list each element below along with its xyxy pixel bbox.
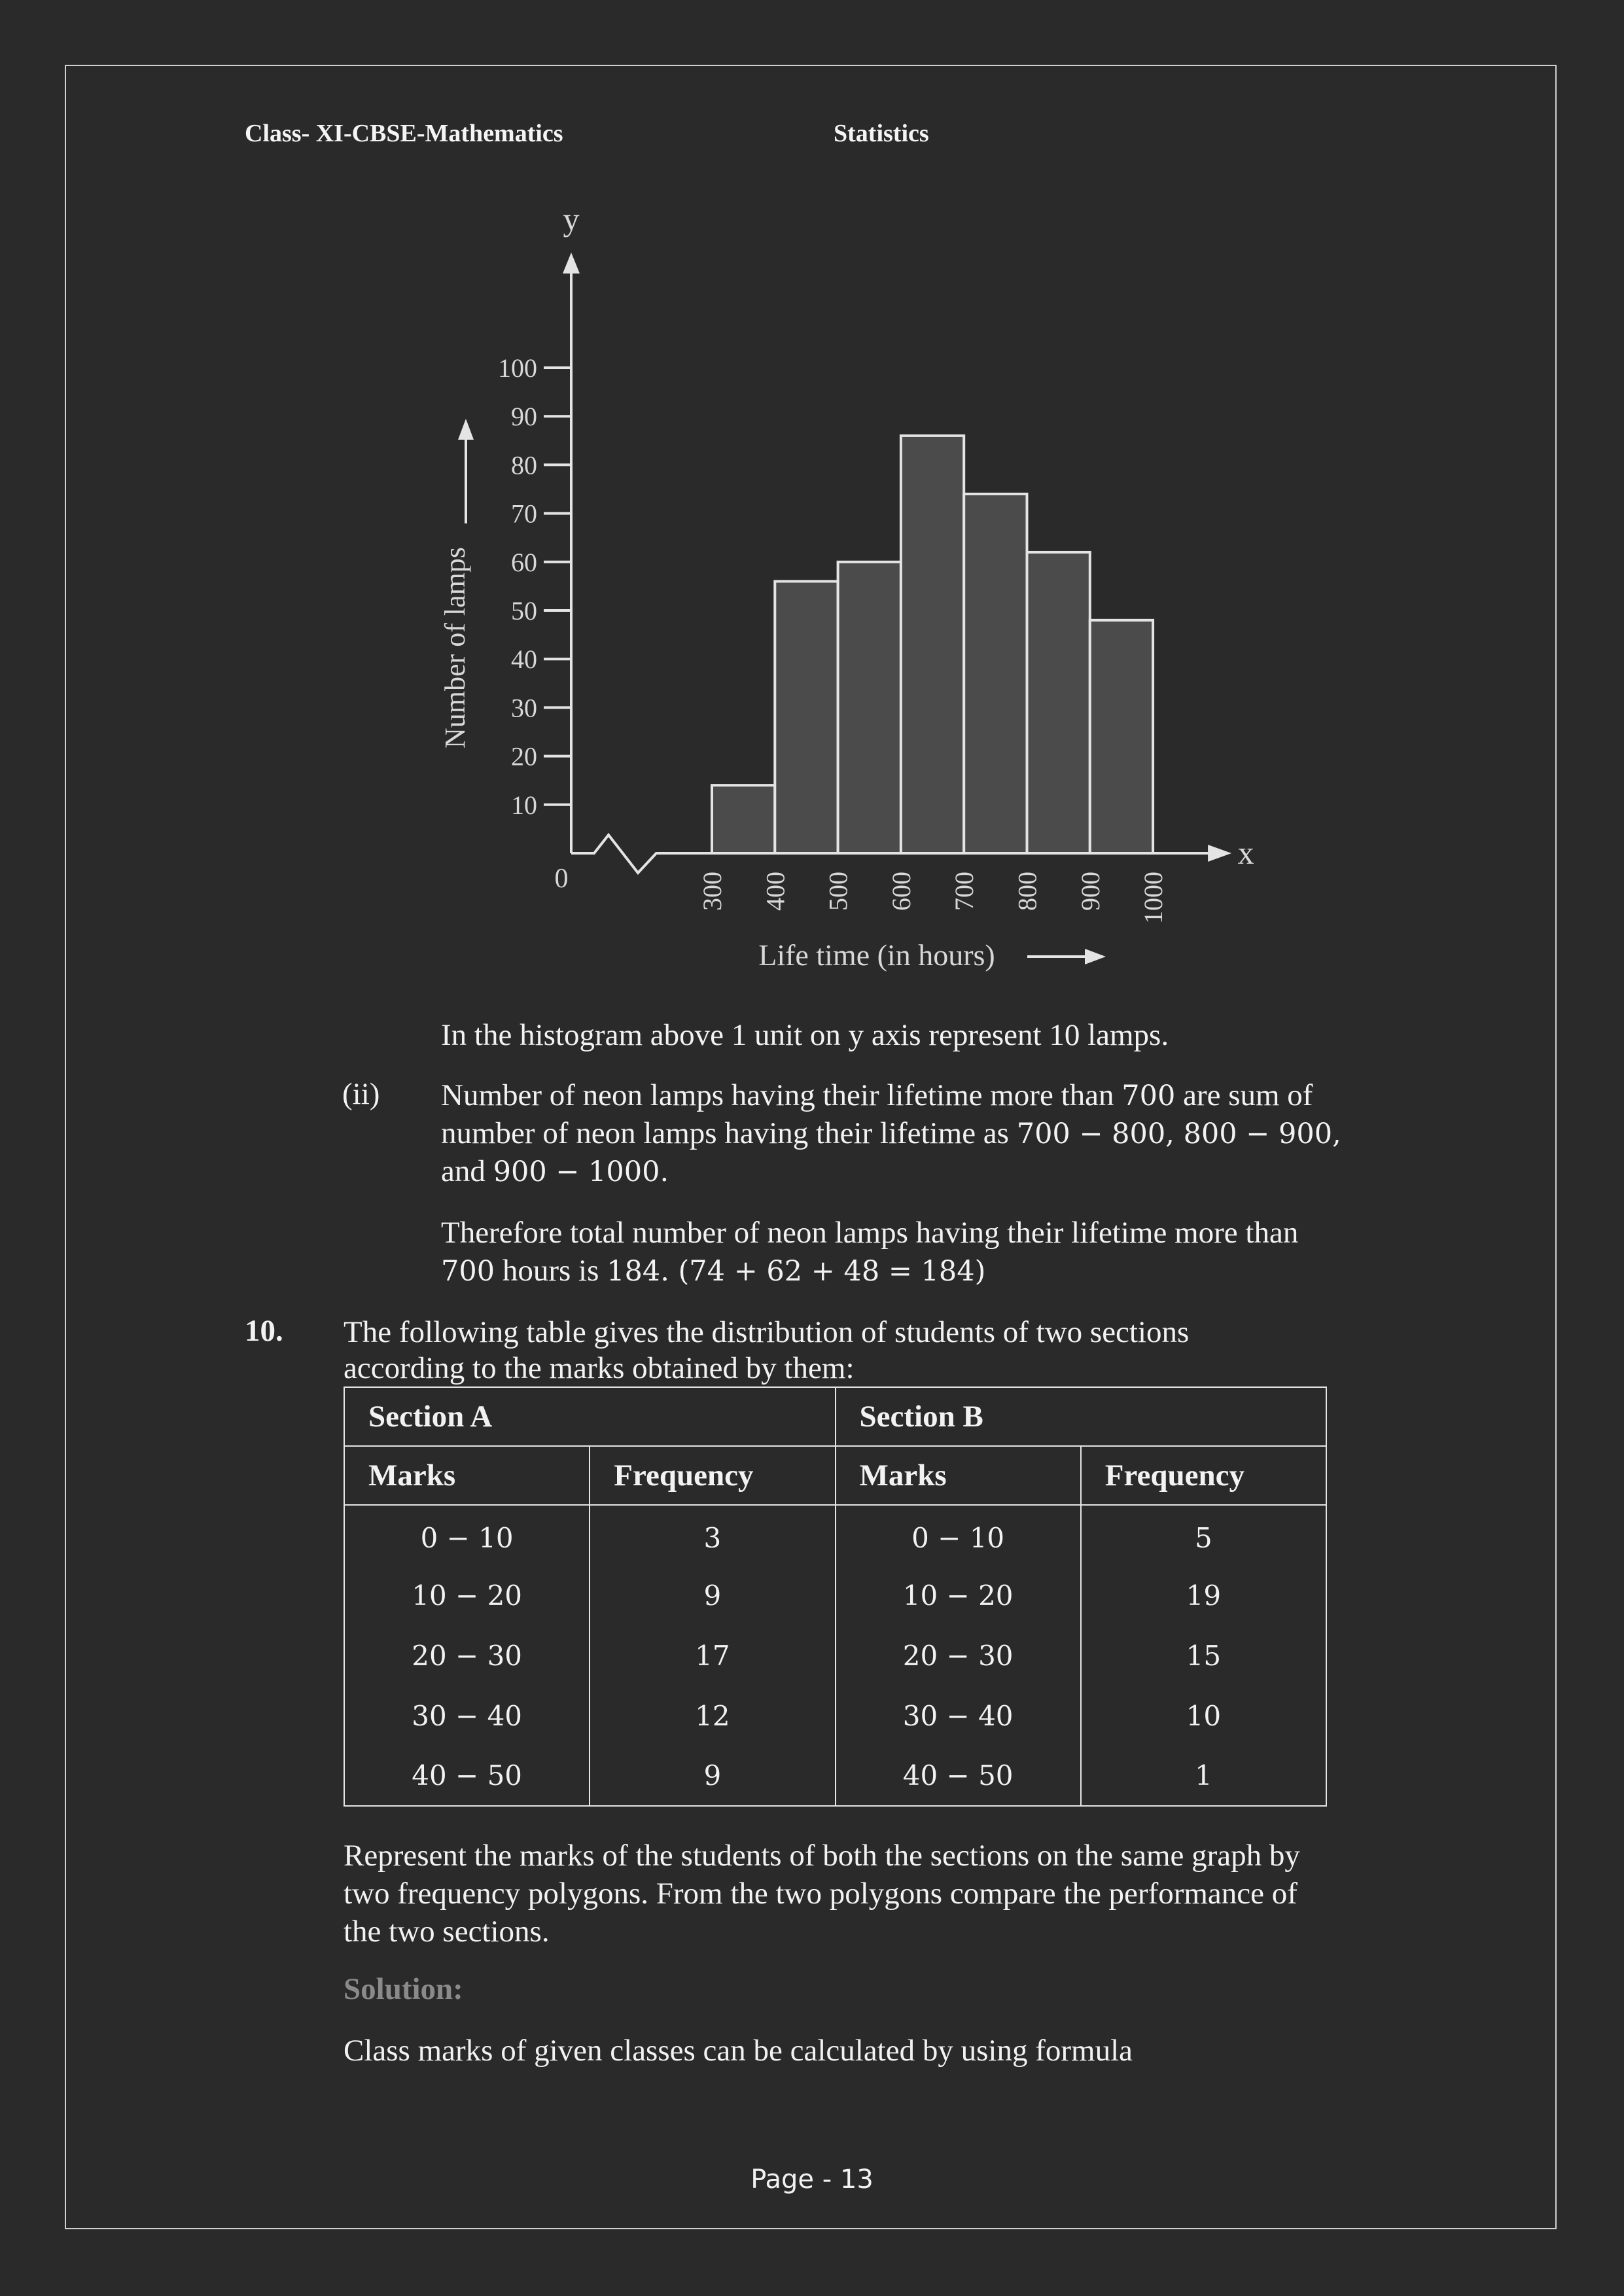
cell-a-marks: 20 − 30	[343, 1625, 591, 1686]
table-row: 20 − 30 17 20 − 30 15	[343, 1625, 1328, 1686]
cell-b-marks: 10 − 20	[834, 1565, 1082, 1625]
x-tick-label: 500	[824, 872, 853, 911]
table-row: 0 − 10 3 0 − 10 5	[343, 1505, 1328, 1565]
y-tick-label: 100	[498, 353, 537, 383]
table-row: 40 − 50 9 40 − 50 1	[343, 1746, 1328, 1807]
cell-b-frequency: 15	[1080, 1625, 1328, 1686]
col-header-marks-a: Marks	[343, 1445, 591, 1506]
y-tick-label: 10	[511, 790, 537, 820]
x-axis-title: Life time (in hours)	[758, 938, 995, 972]
represent-line-3: the two sections.	[344, 1915, 550, 1949]
histogram-bar	[1025, 550, 1091, 855]
histogram-bar	[1088, 618, 1155, 855]
col-header-frequency-b: Frequency	[1080, 1445, 1328, 1506]
therefore-line-1: Therefore total number of neon lamps hav…	[441, 1216, 1299, 1250]
y-tick-label: 80	[511, 450, 537, 480]
histogram-bar	[962, 492, 1029, 855]
x-title-arrow-head	[1085, 949, 1106, 964]
cell-b-frequency: 1	[1080, 1746, 1328, 1807]
y-axis-title: Number of lamps	[439, 547, 471, 749]
cell-b-marks: 40 − 50	[834, 1746, 1082, 1807]
cell-b-frequency: 5	[1080, 1505, 1328, 1565]
histogram-bar	[773, 580, 839, 855]
histogram-bars	[711, 434, 1155, 855]
represent-line-2: two frequency polygons. From the two pol…	[344, 1877, 1297, 1911]
y-title-arrow-head	[458, 419, 474, 440]
table-section-row: Section A Section B	[344, 1386, 1327, 1447]
cell-a-frequency: 12	[589, 1686, 836, 1746]
x-axis-letter: x	[1238, 834, 1254, 871]
y-tick-label: 50	[511, 596, 537, 626]
page-number: Page - 13	[750, 2164, 874, 2195]
table-row: 30 − 40 12 30 − 40 10	[343, 1686, 1328, 1746]
y-axis-letter: y	[563, 201, 580, 238]
histogram-bar	[836, 560, 902, 855]
y-tick-label: 30	[511, 693, 537, 722]
solution-label: Solution:	[344, 1972, 463, 2006]
cell-b-marks: 0 − 10	[834, 1505, 1082, 1565]
y-axis-arrow	[563, 253, 580, 274]
histogram-bar	[899, 434, 966, 855]
cell-b-marks: 30 − 40	[834, 1686, 1082, 1746]
cell-a-frequency: 3	[589, 1505, 836, 1565]
page-border	[65, 65, 1557, 2229]
x-tick-label: 600	[887, 872, 916, 911]
x-tick-label: 300	[697, 872, 727, 911]
col-header-frequency-a: Frequency	[589, 1445, 836, 1506]
cell-b-marks: 20 − 30	[834, 1625, 1082, 1686]
section-b-header: Section B	[834, 1386, 1327, 1447]
cell-a-frequency: 9	[589, 1746, 836, 1807]
header-class-title: Class- XI-CBSE-Mathematics	[245, 120, 563, 147]
histogram-labels: y x 0 10 20 30 40 50 60 70 80 90 100 300 400 500 600 700 8…	[439, 201, 1254, 972]
y-tick-label: 90	[511, 402, 537, 431]
cell-b-frequency: 19	[1080, 1565, 1328, 1625]
table-column-header-row: Marks Frequency Marks Frequency	[343, 1445, 1328, 1506]
header-chapter-title: Statistics	[834, 120, 929, 147]
section-a-header: Section A	[344, 1386, 836, 1447]
part-ii-line-2: number of neon lamps having their lifeti…	[441, 1116, 1341, 1150]
question-line-2: according to the marks obtained by them:	[344, 1351, 855, 1385]
cell-a-frequency: 17	[589, 1625, 836, 1686]
cell-a-marks: 30 − 40	[343, 1686, 591, 1746]
y-tick-label: 70	[511, 499, 537, 529]
lamp-lifetime-histogram: y x 0 10 20 30 40 50 60 70 80 90 100 300 400 500 600 700 8…	[439, 201, 1254, 972]
y-tick-label: 20	[511, 742, 537, 771]
x-tick-label: 900	[1076, 872, 1105, 911]
part-ii-label: (ii)	[342, 1077, 380, 1111]
x-axis-arrow	[1208, 845, 1232, 862]
x-tick-label: 800	[1013, 872, 1042, 911]
cell-b-frequency: 10	[1080, 1686, 1328, 1746]
y-tick-label: 40	[511, 645, 537, 674]
col-header-marks-b: Marks	[834, 1445, 1082, 1506]
represent-line-1: Represent the marks of the students of b…	[344, 1839, 1300, 1873]
cell-a-marks: 40 − 50	[343, 1746, 591, 1807]
histogram-bar	[711, 784, 777, 855]
x-tick-label: 700	[949, 872, 979, 911]
x-tick-label: 1000	[1139, 872, 1168, 924]
histogram-note: In the histogram above 1 unit on y axis …	[441, 1018, 1169, 1052]
question-line-1: The following table gives the distributi…	[344, 1315, 1190, 1349]
y-tick-label: 60	[511, 548, 537, 577]
marks-distribution-table: Section A Section B Marks Frequency Mark…	[343, 1386, 1328, 1807]
cell-a-marks: 0 − 10	[343, 1505, 591, 1565]
part-ii-line-1: Number of neon lamps having their lifeti…	[441, 1078, 1313, 1112]
therefore-line-2: 700 hours is 184. (74 + 62 + 48 = 184)	[441, 1254, 986, 1288]
x-tick-label: 400	[760, 872, 790, 911]
cell-a-marks: 10 − 20	[343, 1565, 591, 1625]
question-number: 10.	[245, 1314, 283, 1348]
class-marks-line: Class marks of given classes can be calc…	[344, 2034, 1133, 2068]
cell-a-frequency: 9	[589, 1565, 836, 1625]
table-row: 10 − 20 9 10 − 20 19	[343, 1565, 1328, 1625]
origin-label: 0	[555, 864, 569, 894]
part-ii-line-3: and 900 − 1000.	[441, 1154, 669, 1188]
